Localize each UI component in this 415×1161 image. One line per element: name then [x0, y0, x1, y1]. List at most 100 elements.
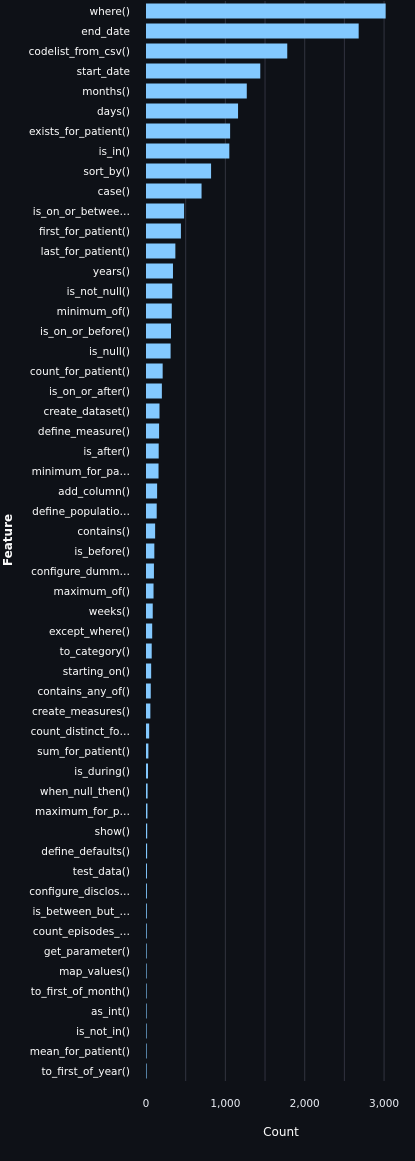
bar[interactable] [146, 503, 157, 519]
category-label: when_null_then() [40, 786, 130, 798]
category-label: except_where() [49, 626, 130, 638]
bar[interactable] [146, 323, 171, 339]
bar[interactable] [146, 943, 147, 959]
bar[interactable] [146, 263, 173, 279]
bar[interactable] [146, 523, 156, 539]
bar[interactable] [146, 303, 172, 319]
bar[interactable] [146, 763, 148, 779]
bar[interactable] [146, 923, 147, 939]
category-label: months() [82, 86, 130, 98]
category-label: define_defaults() [41, 846, 130, 858]
category-label: weeks() [89, 606, 130, 618]
bar[interactable] [146, 743, 149, 759]
bar[interactable] [146, 843, 148, 859]
category-label: case() [98, 186, 130, 198]
bar[interactable] [146, 783, 148, 799]
category-label: first_for_patient() [39, 226, 130, 238]
bar[interactable] [146, 23, 359, 39]
bar[interactable] [146, 1003, 147, 1019]
bar[interactable] [146, 343, 171, 359]
bar[interactable] [146, 63, 261, 79]
category-label: is_in() [99, 146, 130, 158]
category-label: as_int() [91, 1006, 130, 1018]
bar[interactable] [146, 443, 159, 459]
bar[interactable] [146, 803, 148, 819]
bar[interactable] [146, 483, 158, 499]
category-label: count_distinct_fo… [31, 726, 130, 738]
y-axis-title: Feature [1, 514, 15, 566]
bar[interactable] [146, 823, 148, 839]
bar[interactable] [146, 423, 160, 439]
bar[interactable] [146, 863, 147, 879]
bar[interactable] [146, 183, 202, 199]
bar[interactable] [146, 723, 150, 739]
bar[interactable] [146, 123, 231, 139]
category-label: is_not_null() [67, 286, 130, 298]
bar[interactable] [146, 463, 159, 479]
category-label: add_column() [58, 486, 130, 498]
bar[interactable] [146, 363, 163, 379]
category-label: minimum_of() [57, 306, 130, 318]
category-label: sum_for_patient() [37, 746, 130, 758]
category-label: to_category() [60, 646, 130, 658]
gridlines [185, 1, 385, 1081]
bar[interactable] [146, 883, 147, 899]
bar[interactable] [146, 983, 147, 999]
x-axis-title: Count [263, 1125, 299, 1139]
bar[interactable] [146, 43, 288, 59]
category-label: show() [95, 826, 130, 838]
category-label: configure_disclos… [29, 886, 130, 898]
category-label: create_measures() [32, 706, 130, 718]
category-label: is_on_or_betwee… [33, 206, 130, 218]
bar[interactable] [146, 663, 152, 679]
bar[interactable] [146, 643, 152, 659]
bar[interactable] [146, 1063, 147, 1079]
category-label: contains_any_of() [37, 686, 130, 698]
category-label: maximum_for_p… [35, 806, 130, 818]
category-label: test_data() [73, 866, 130, 878]
x-tick-label: 2,000 [290, 1098, 320, 1110]
category-label: is_after() [83, 446, 130, 458]
category-label: mean_for_patient() [30, 1046, 130, 1058]
category-label: get_parameter() [44, 946, 130, 958]
x-tick-label: 1,000 [210, 1098, 240, 1110]
category-label: is_between_but_… [33, 906, 130, 918]
bar[interactable] [146, 683, 151, 699]
category-label: to_first_of_year() [41, 1066, 130, 1078]
bar[interactable] [146, 243, 176, 259]
bar[interactable] [146, 383, 162, 399]
category-label: last_for_patient() [41, 246, 130, 258]
category-label: count_episodes_… [33, 926, 130, 938]
x-tick-labels: 0 1,000 2,000 3,000 [143, 1098, 399, 1110]
bar[interactable] [146, 563, 154, 579]
bar[interactable] [146, 3, 386, 19]
bar[interactable] [146, 163, 212, 179]
category-label: starting_on() [63, 666, 130, 678]
bar[interactable] [146, 1043, 147, 1059]
bar[interactable] [146, 283, 173, 299]
category-labels: where() end_date codelist_from_csv() start_… [29, 6, 130, 1078]
bar[interactable] [146, 143, 230, 159]
bar[interactable] [146, 903, 147, 919]
category-label: end_date [81, 26, 130, 38]
category-label: days() [97, 106, 130, 118]
category-label: is_on_or_after() [49, 386, 130, 398]
bar[interactable] [146, 83, 247, 99]
bar[interactable] [146, 103, 239, 119]
bar[interactable] [146, 603, 153, 619]
bar[interactable] [146, 543, 155, 559]
bar[interactable] [146, 963, 147, 979]
category-label: is_not_in() [76, 1026, 130, 1038]
bar[interactable] [146, 583, 154, 599]
bar[interactable] [146, 203, 185, 219]
bar[interactable] [146, 703, 151, 719]
category-label: count_for_patient() [30, 366, 130, 378]
bar[interactable] [146, 223, 181, 239]
category-label: years() [93, 266, 130, 278]
bar[interactable] [146, 1023, 147, 1039]
bar[interactable] [146, 623, 153, 639]
category-label: is_during() [74, 766, 130, 778]
bar[interactable] [146, 403, 160, 419]
